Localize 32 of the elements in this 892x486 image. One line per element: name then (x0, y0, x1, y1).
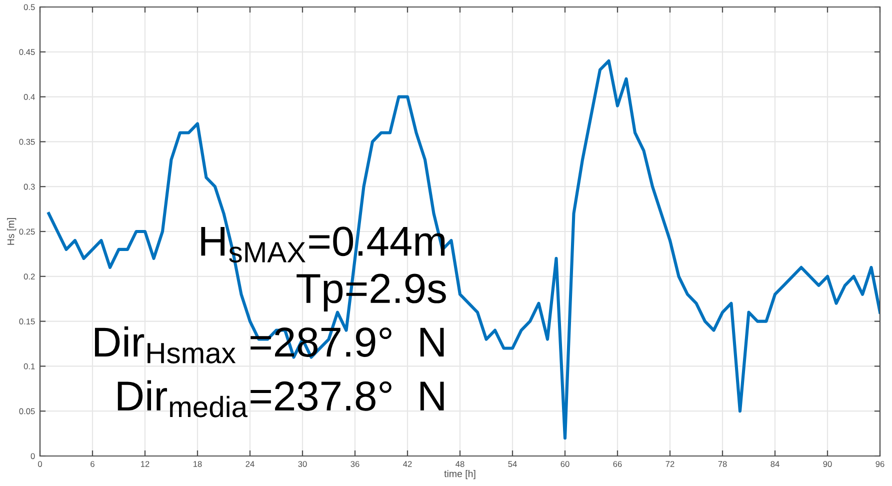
x-tick-label: 96 (876, 461, 884, 467)
y-tick-label: 0.35 (19, 138, 35, 145)
x-tick-label: 54 (508, 461, 517, 467)
y-tick-label: 0.3 (24, 184, 35, 190)
x-tick-label: 30 (298, 461, 307, 467)
x-axis-title: time [h] (444, 470, 476, 480)
y-tick-label: 0.05 (19, 408, 35, 414)
x-tick-label: 18 (194, 461, 202, 467)
x-tick-label: 36 (350, 461, 360, 467)
x-tick-label: 60 (560, 461, 570, 467)
x-tick-label: 12 (141, 461, 150, 467)
y-tick-label: 0.1 (24, 363, 35, 370)
y-tick-label: 0.2 (24, 274, 35, 280)
x-tick-label: 66 (613, 461, 622, 467)
y-tick-label: 0.45 (19, 49, 35, 55)
x-tick-label: 0 (38, 461, 42, 467)
annotation: Dir$_{media}$=237.8° N (118, 380, 444, 418)
y-tick-label: 0.15 (19, 318, 35, 324)
x-tick-label: 24 (246, 461, 254, 467)
y-axis-title: Hs [m] (7, 218, 16, 245)
y-tick-label: 0.4 (24, 94, 35, 100)
x-tick-label: 6 (90, 461, 94, 467)
y-tick-label: 0.25 (19, 228, 35, 235)
x-tick-label: 84 (770, 461, 780, 467)
x-tick-label: 78 (718, 461, 727, 467)
x-tick-label: 48 (456, 461, 464, 467)
line-series (47, 59, 880, 440)
y-tick-label: 0 (30, 453, 35, 460)
y-tick-label: 0.5 (24, 4, 35, 10)
x-tick-label: 90 (823, 461, 832, 467)
x-tick-label: 42 (403, 461, 412, 467)
x-tick-label: 72 (666, 461, 674, 467)
